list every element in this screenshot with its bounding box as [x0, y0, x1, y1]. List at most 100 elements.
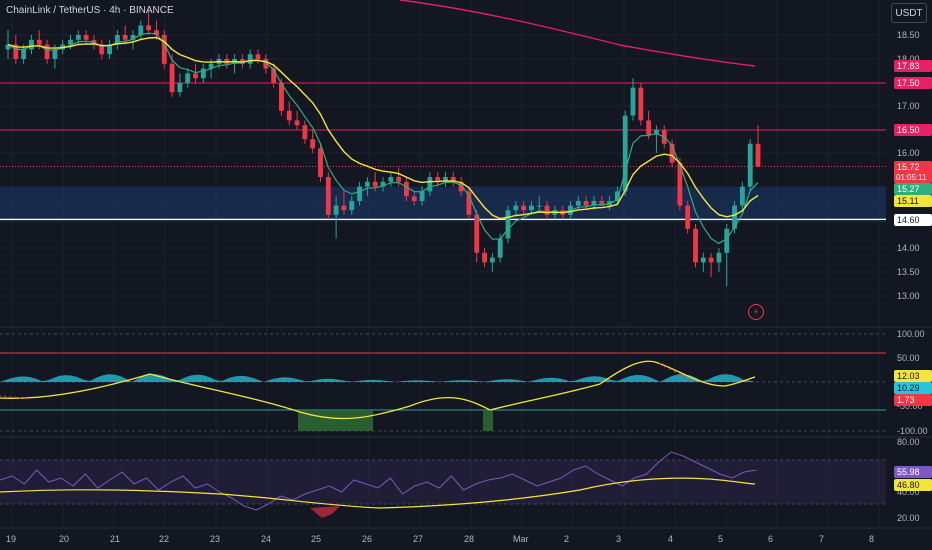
candle-body: [536, 205, 542, 207]
oversold-highlight: [483, 410, 493, 431]
price-tick: 17.00: [897, 101, 920, 111]
price-label: 15.72: [897, 162, 920, 172]
candle-body: [99, 44, 105, 55]
time-label: 23: [210, 534, 220, 544]
candle-body: [654, 130, 659, 135]
price-tick: 18.50: [897, 30, 920, 40]
osc-dot: [694, 380, 696, 383]
rsi-label: 46.80: [897, 480, 920, 490]
time-label: 22: [159, 534, 169, 544]
rsi-tick: 40.00: [897, 487, 920, 497]
candle-body: [114, 35, 120, 45]
candle-body: [349, 201, 355, 211]
candle-body: [739, 186, 745, 206]
candle-body: [271, 68, 277, 83]
candle-body: [247, 54, 253, 64]
price-tick: 18.00: [897, 54, 920, 64]
osc-dot: [659, 363, 661, 365]
candle-body: [497, 238, 503, 258]
candle-body: [286, 110, 292, 121]
rsi-tick: 20.00: [897, 513, 920, 523]
candle-body: [52, 49, 58, 59]
osc-dot: [684, 375, 686, 378]
candle-body: [724, 228, 730, 253]
candle-body: [396, 177, 402, 182]
candle-body: [646, 120, 652, 135]
time-label: 24: [261, 534, 271, 544]
price-label: 16.50: [897, 125, 920, 135]
price-tick: 16.00: [897, 148, 920, 158]
ma-short-line: [7, 32, 759, 245]
candle-body: [75, 35, 81, 40]
rsi-label: 55.98: [897, 467, 920, 477]
osc-dot: [19, 397, 21, 399]
price-label: 15.11: [897, 196, 919, 206]
candle-body: [529, 205, 534, 211]
currency-button[interactable]: USDT: [891, 3, 927, 23]
candle-body: [732, 205, 737, 229]
candle-body: [583, 201, 589, 206]
time-label: 21: [110, 534, 120, 544]
osc-label-bg: [894, 394, 932, 406]
osc-tick: 100.00: [897, 329, 925, 339]
price-label: 14.60: [897, 215, 920, 225]
candle-body: [263, 59, 269, 69]
candle-body: [130, 35, 136, 40]
candle-body: [357, 186, 362, 201]
osc-label: 10.29: [897, 383, 920, 393]
price-label-bg: [894, 60, 932, 72]
osc-label-bg: [894, 382, 932, 394]
candle-body: [404, 181, 409, 197]
ma-long-line: [399, 0, 756, 67]
candle-body: [185, 73, 191, 83]
price-label-bg: [894, 161, 932, 183]
osc-dot: [669, 368, 671, 370]
candle-body: [505, 210, 511, 239]
support-zone: [0, 186, 886, 222]
candle-body: [599, 201, 605, 206]
time-label: Mar: [513, 534, 529, 544]
oversold-highlight: [298, 410, 373, 431]
osc-label-bg: [894, 370, 932, 382]
candle-body: [450, 177, 456, 182]
time-label: 27: [413, 534, 423, 544]
candle-body: [13, 44, 19, 59]
candle-body: [325, 177, 331, 215]
rsi-ma-line: [0, 477, 756, 509]
osc-dot: [24, 397, 26, 400]
osc-dot: [674, 370, 676, 373]
rsi-oversold-fill: [310, 506, 340, 518]
candle-body: [380, 181, 386, 187]
candle-body: [21, 49, 27, 59]
candle-body: [36, 39, 42, 45]
time-label: 19: [6, 534, 16, 544]
time-label: 6: [768, 534, 773, 544]
time-label: 4: [668, 534, 673, 544]
candle-body: [575, 201, 581, 206]
candle-body: [310, 139, 316, 149]
osc-dot: [9, 396, 11, 398]
ma-mid-line: [7, 36, 759, 220]
candle-body: [29, 39, 34, 50]
osc-dot: [0, 395, 1, 397]
time-label: 8: [869, 534, 874, 544]
rsi-label-bg: [894, 479, 932, 491]
osc-tick: 50.00: [897, 353, 920, 363]
candle-body: [622, 115, 628, 192]
osc-histogram: [0, 374, 755, 382]
candle-body: [544, 205, 550, 215]
candle-body: [427, 177, 433, 192]
candle-body: [591, 201, 597, 206]
lightning-icon[interactable]: ⚡: [748, 304, 764, 320]
candle-body: [302, 125, 308, 140]
candle-body: [372, 181, 378, 187]
candle-body: [154, 30, 159, 35]
rsi-label-bg: [894, 466, 932, 478]
candle-body: [458, 181, 464, 192]
price-label: 15.27: [897, 184, 920, 194]
candle-body: [716, 252, 722, 263]
osc-dot: [679, 373, 681, 375]
candle-body: [200, 68, 206, 79]
price-label-bg: [894, 214, 932, 226]
